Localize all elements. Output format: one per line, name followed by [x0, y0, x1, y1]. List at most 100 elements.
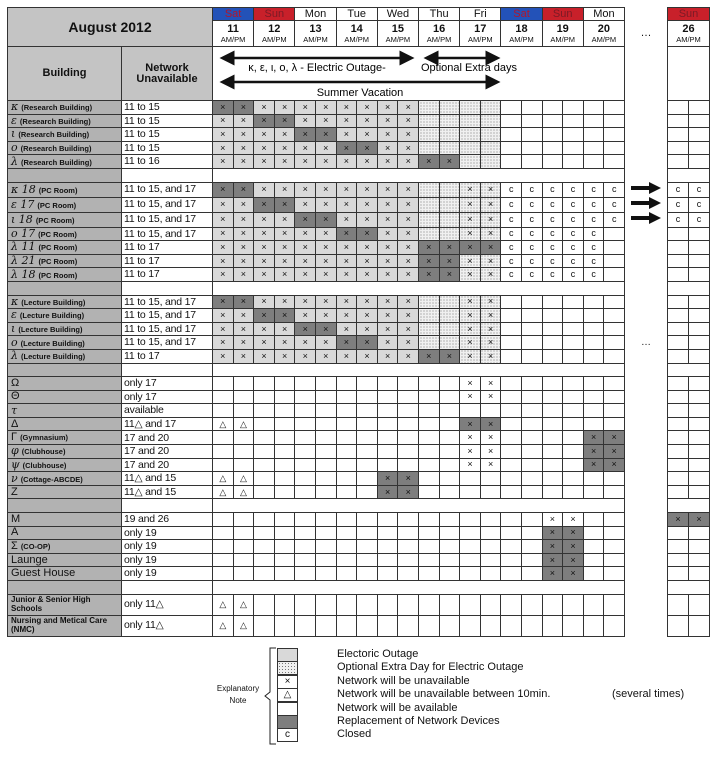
- status-cell-26: [687, 403, 711, 418]
- building-symbol: τ: [11, 403, 18, 417]
- ellipsis: …: [640, 26, 652, 39]
- building-type: (CO-OP): [20, 542, 51, 552]
- status-cell: [356, 376, 378, 391]
- status-cell: ×: [397, 127, 419, 142]
- status-cell: [397, 512, 419, 527]
- building-type: (Lecture Building): [19, 311, 85, 321]
- status-cell: [603, 321, 625, 337]
- status-cell: c: [562, 181, 584, 198]
- building-row: Junior & Senior High Schools only 11△ △ △: [7, 593, 711, 616]
- status-cell: △: [212, 614, 234, 637]
- status-cell: [479, 552, 502, 568]
- day-date-17: 17 AM/PM: [459, 20, 502, 47]
- status-cell: [562, 403, 584, 418]
- status-cell: ×: [212, 140, 234, 156]
- status-cell: [212, 444, 234, 459]
- status-cell: [541, 100, 564, 115]
- building-row: ε 17 (PC Room) 11 to 15, and 17 × × × × × × × × × × ×…: [7, 196, 711, 213]
- status-cell-26: [666, 100, 689, 115]
- building-type: (Research Building): [19, 116, 91, 126]
- gap-column: [623, 295, 668, 309]
- status-cell-26: [666, 444, 689, 459]
- status-cell: [376, 389, 399, 405]
- building-label: ι (Lecture Building): [7, 321, 122, 337]
- status-cell: [232, 539, 255, 554]
- status-cell: [500, 416, 522, 432]
- legend-brace: [264, 647, 276, 745]
- status-cell: ×: [253, 196, 275, 213]
- status-cell: [418, 308, 440, 323]
- legend-label: Replacement of Network Devices: [337, 715, 500, 727]
- status-cell: [418, 471, 440, 486]
- outage-label: κ, ε, ι, o, λ - Electric Outage-: [248, 62, 386, 74]
- status-cell: [315, 566, 337, 581]
- status-cell: ×: [356, 321, 378, 337]
- status-cell: ×: [397, 100, 419, 115]
- status-cell: [232, 512, 255, 527]
- day-name-16: Thu: [417, 7, 461, 21]
- building-symbol: λ: [11, 154, 18, 168]
- building-row: κ (Research Building) 11 to 15 × × × × × × × × × ×: [7, 100, 711, 115]
- gap-column: [623, 127, 668, 142]
- network-unavailable-column-header: Network Unavailable: [121, 46, 213, 101]
- status-cell: ×: [438, 348, 461, 364]
- status-cell: [356, 444, 378, 459]
- status-cell: [418, 430, 440, 446]
- status-cell: [253, 444, 275, 459]
- building-type: (Lecture Building): [18, 325, 83, 335]
- status-cell: [520, 389, 543, 405]
- status-cell: ×: [253, 321, 275, 337]
- day26-header-blank: [666, 46, 711, 101]
- status-cell-26: [687, 430, 711, 446]
- building-symbol: κ: [11, 295, 19, 308]
- status-cell-26: [666, 321, 689, 337]
- status-cell: [520, 403, 543, 418]
- status-cell: [438, 457, 461, 473]
- status-cell-26: [666, 539, 689, 554]
- status-cell: [520, 100, 543, 115]
- status-cell: [438, 539, 461, 554]
- separator-network: [121, 362, 213, 378]
- date-number: 20: [597, 22, 611, 35]
- building-type: (Lecture Building): [21, 297, 86, 307]
- date-number: 11: [227, 22, 239, 35]
- gap-column: [623, 267, 668, 282]
- status-cell: ×: [273, 140, 296, 156]
- status-cell-26: [687, 566, 711, 581]
- status-cell: [418, 376, 440, 391]
- status-cell: ×: [418, 240, 440, 255]
- status-cell: ×: [438, 154, 461, 169]
- status-cell: [376, 444, 399, 459]
- status-cell: [438, 403, 461, 418]
- status-cell: [500, 308, 522, 323]
- status-cell: [582, 113, 605, 129]
- status-cell: ×: [232, 211, 255, 228]
- status-cell: [418, 335, 440, 350]
- status-cell: [582, 321, 605, 337]
- status-cell: [253, 552, 275, 568]
- building-label: κ (Lecture Building): [7, 294, 122, 310]
- status-cell-26: [666, 348, 689, 364]
- status-cell: ×: [356, 140, 378, 156]
- status-cell: [335, 539, 358, 554]
- status-cell: [520, 552, 543, 568]
- status-cell: [397, 539, 419, 554]
- day-name-13: Mon: [294, 7, 337, 21]
- status-cell: [438, 484, 461, 500]
- status-cell: ×: [212, 211, 234, 228]
- status-cell: ×: [315, 140, 337, 156]
- status-cell: [397, 416, 419, 432]
- network-unavailable-days: only 19: [121, 552, 213, 568]
- legend-label: Network will be available: [337, 701, 458, 714]
- status-cell: [603, 113, 625, 129]
- building-row: λ (Lecture Building) 11 to 17 × × × × × × × × × × × × ×…: [7, 348, 711, 364]
- status-cell: [541, 416, 564, 432]
- status-cell: ×: [315, 181, 337, 198]
- status-cell-26: [666, 335, 689, 350]
- building-symbol: Ω: [11, 376, 20, 389]
- status-cell: ×: [479, 348, 502, 364]
- status-cell: [500, 335, 522, 350]
- status-cell: [603, 471, 625, 486]
- status-cell: ×: [273, 267, 296, 282]
- status-cell: [376, 512, 399, 527]
